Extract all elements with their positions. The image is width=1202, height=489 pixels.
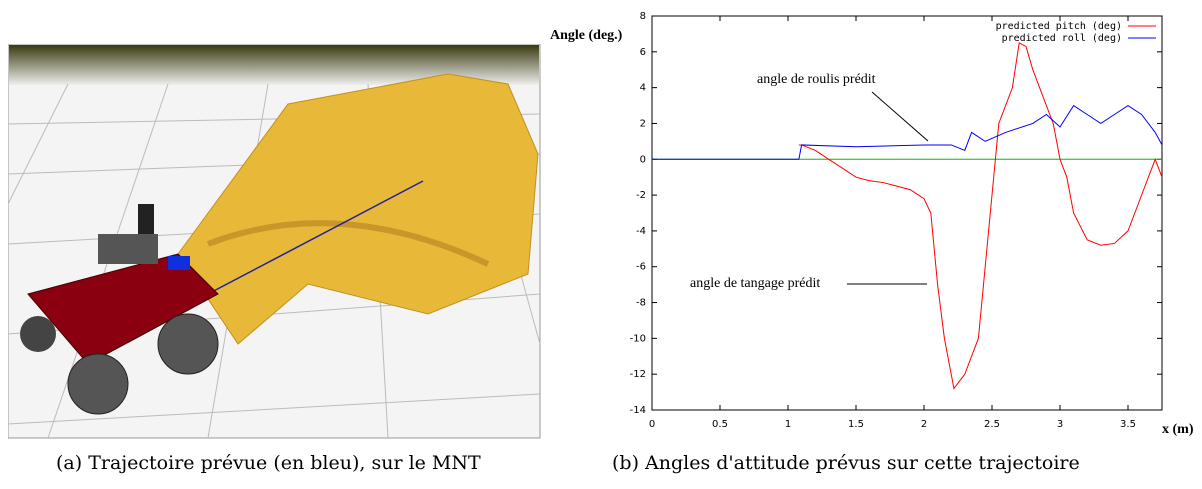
y-tick-label: -14 (630, 405, 646, 416)
robot (20, 204, 219, 415)
annotation-arrow (871, 91, 929, 142)
x-tick-label: 1 (785, 419, 791, 430)
y-tick-label: -2 (636, 190, 646, 201)
annotation: angle de roulis prédit (757, 72, 876, 87)
x-tick-label: 2.5 (984, 419, 1000, 430)
x-tick-label: 2 (921, 419, 927, 430)
series-line (798, 42, 1163, 390)
x-tick-label: 0.5 (712, 419, 728, 430)
chart: Angle (deg.) x (m) angle de roulis prédi… (550, 11, 1194, 437)
legend-label: predicted pitch (deg) (996, 21, 1122, 32)
x-tick-label: 3.5 (1120, 419, 1136, 430)
y-tick-label: -4 (636, 226, 646, 237)
y-tick-label: 4 (640, 83, 646, 94)
terrain-shadow (206, 220, 490, 267)
legend-label: predicted roll (deg) (1002, 33, 1122, 44)
x-tick-label: 0 (649, 419, 655, 430)
y-axis-label: Angle (deg.) (550, 28, 623, 43)
y-tick-label: -12 (630, 369, 646, 380)
y-tick-label: 8 (640, 11, 646, 22)
x-tick-label: 3 (1057, 419, 1063, 430)
series-line (652, 104, 1163, 160)
annotation: angle de tangage prédit (690, 276, 820, 291)
y-tick-label: 2 (640, 118, 646, 129)
x-tick-label: 1.5 (848, 419, 864, 430)
y-tick-label: 6 (640, 47, 646, 58)
y-tick-label: -8 (636, 298, 646, 309)
y-tick-label: -6 (636, 262, 646, 273)
trajectory (207, 180, 424, 295)
terrain-surface (177, 73, 539, 345)
y-tick-label: -10 (630, 333, 646, 344)
caption-a: (a) Trajectoire prévue (en bleu), sur le… (56, 452, 481, 474)
caption-b: (b) Angles d'attitude prévus sur cette t… (612, 452, 1080, 474)
terrain-render (8, 44, 541, 439)
x-axis-label: x (m) (1162, 422, 1194, 437)
plot-frame (651, 15, 1163, 411)
y-tick-label: 0 (640, 154, 646, 165)
